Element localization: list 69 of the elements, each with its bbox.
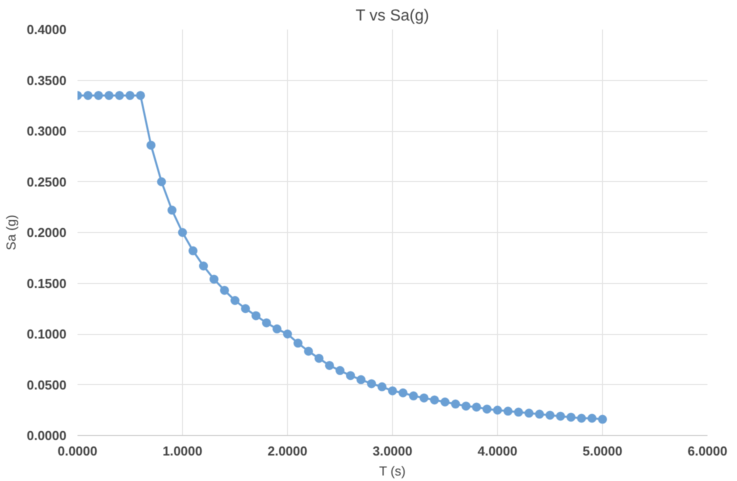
x-tick-label: 1.0000 <box>162 444 202 458</box>
y-tick-label: 0.0000 <box>26 428 67 443</box>
point <box>178 228 187 237</box>
point <box>346 371 355 380</box>
point <box>272 324 282 334</box>
point <box>430 395 439 404</box>
point <box>566 412 576 422</box>
point <box>493 406 502 415</box>
point <box>588 414 596 423</box>
x-tick-label: 4.0000 <box>478 444 518 458</box>
point <box>220 286 229 295</box>
point <box>157 177 166 186</box>
point <box>472 402 481 412</box>
point <box>356 375 366 384</box>
point <box>210 274 218 284</box>
point <box>104 90 114 100</box>
point <box>524 408 534 418</box>
point <box>294 338 302 348</box>
y-tick-label: 0.3000 <box>26 124 67 138</box>
y-tick-label: 0.3500 <box>26 72 67 88</box>
point <box>535 410 544 419</box>
y-tick-label: 0.0500 <box>26 377 67 392</box>
point <box>115 90 124 100</box>
point <box>420 393 428 402</box>
point <box>367 379 376 388</box>
point <box>378 382 386 392</box>
point <box>482 404 492 414</box>
point <box>230 296 240 305</box>
point <box>336 366 344 376</box>
y-tick-label: 0.2000 <box>26 225 67 240</box>
x-tick-label: 5.0000 <box>582 444 622 458</box>
point <box>409 391 418 400</box>
point <box>94 90 103 100</box>
x-axis-title: T (s) <box>379 464 406 478</box>
y-tick-label: 0.4000 <box>26 22 67 37</box>
point <box>262 318 271 328</box>
point <box>388 386 397 396</box>
y-axis-title: Sa (g) <box>4 214 19 250</box>
point <box>462 402 470 411</box>
point <box>146 140 156 150</box>
point <box>598 414 607 424</box>
y-tick-label: 0.2500 <box>26 174 67 190</box>
point <box>304 346 313 356</box>
point <box>504 406 512 416</box>
x-tick-label: 0.0000 <box>58 444 98 458</box>
y-tick-label: 0.1000 <box>26 326 67 342</box>
point <box>577 414 586 423</box>
point <box>84 90 92 100</box>
x-tick-label: 6.0000 <box>688 444 728 458</box>
x-tick-label: 2.0000 <box>268 444 308 458</box>
point <box>252 311 260 320</box>
point <box>241 304 250 314</box>
point <box>514 408 523 417</box>
point <box>325 360 334 370</box>
point <box>199 262 208 270</box>
point <box>546 410 554 420</box>
chart-title: T vs Sa(g) <box>356 8 430 24</box>
point <box>283 330 292 338</box>
point <box>136 90 145 100</box>
y-tick-label: 0.1500 <box>26 276 67 291</box>
x-tick-label: 3.0000 <box>372 444 412 458</box>
point <box>440 398 450 406</box>
point <box>451 400 460 409</box>
point <box>126 90 134 100</box>
point <box>556 412 565 421</box>
point <box>398 388 408 398</box>
point <box>314 354 324 363</box>
point <box>168 206 176 215</box>
point <box>188 246 198 256</box>
